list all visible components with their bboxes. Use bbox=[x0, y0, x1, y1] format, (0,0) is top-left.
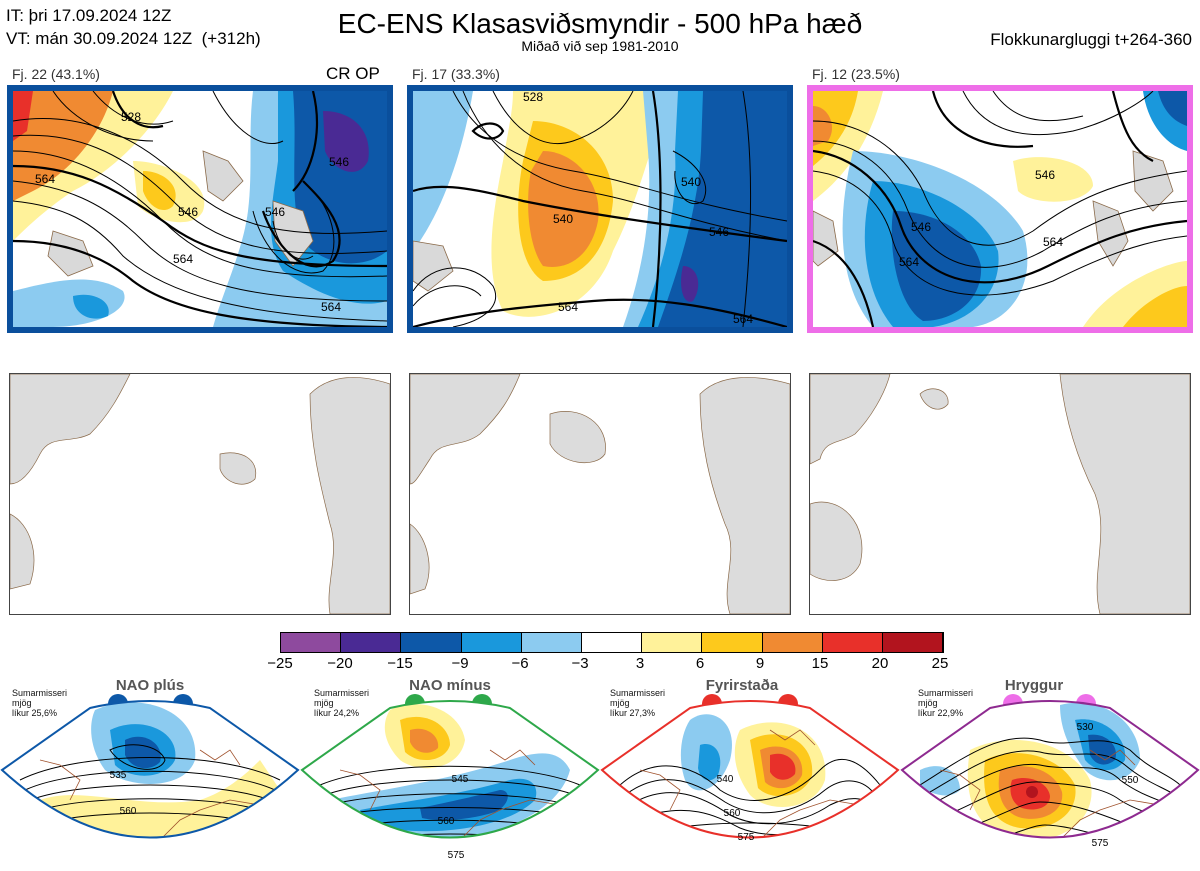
colorbar bbox=[280, 632, 944, 653]
cluster-1-tag: CR OP bbox=[326, 64, 380, 83]
page-title: EC-ENS Klasasviðsmyndir - 500 hPa hæð bbox=[337, 8, 863, 39]
contour-label: 564 bbox=[733, 312, 753, 326]
colorbar-tick: −25 bbox=[267, 655, 293, 672]
contour-label: 535 bbox=[110, 770, 127, 781]
contour-label: 550 bbox=[1122, 775, 1139, 786]
cluster-3-label: Fj. 12 (23.5%) bbox=[812, 66, 900, 82]
regime-1-note: Sumarmisseri mjög líkur 25,6% bbox=[12, 688, 68, 718]
contour-label: 564 bbox=[321, 300, 341, 314]
colorbar-tick: 9 bbox=[755, 655, 765, 672]
contour-label: 546 bbox=[178, 205, 198, 219]
colorbar-swatch bbox=[642, 633, 703, 652]
regime-map-ridge: 530 550 575 bbox=[900, 690, 1200, 870]
regime-3-note: Sumarmisseri mjög líkur 27,3% bbox=[610, 688, 666, 718]
contour-label: 545 bbox=[452, 774, 469, 785]
cluster-2-label: Fj. 17 (33.3%) bbox=[412, 66, 500, 82]
colorbar-swatch bbox=[882, 633, 944, 652]
colorbar-tick: −20 bbox=[327, 655, 353, 672]
contour-label: 546 bbox=[265, 205, 285, 219]
colorbar-swatch bbox=[702, 633, 763, 652]
colorbar-tick: 20 bbox=[871, 655, 889, 672]
base-map-2 bbox=[409, 373, 791, 615]
colorbar-swatch bbox=[581, 633, 643, 652]
colorbar-swatch bbox=[461, 633, 522, 652]
colorbar-tick: 6 bbox=[695, 655, 705, 672]
colorbar-tick: 15 bbox=[811, 655, 829, 672]
colorbar-swatch bbox=[762, 633, 823, 652]
base-map-1 bbox=[9, 373, 391, 615]
contour-label: 575 bbox=[448, 850, 465, 861]
colorbar-tick: −3 bbox=[571, 655, 589, 672]
colorbar-swatch bbox=[341, 633, 402, 652]
contour-label: 564 bbox=[899, 255, 919, 269]
regime-map-nao-plus: 535 560 bbox=[0, 690, 300, 870]
regime-3-name: Fyrirstaða bbox=[705, 677, 779, 694]
contour-label: 546 bbox=[709, 225, 729, 239]
contour-label: 540 bbox=[717, 774, 734, 785]
colorbar-swatch bbox=[822, 633, 883, 652]
contour-label: 564 bbox=[173, 252, 193, 266]
colorbar-swatch bbox=[401, 633, 462, 652]
regime-2-name: NAO mínus bbox=[409, 677, 491, 694]
contour-label: 575 bbox=[1092, 838, 1109, 849]
cluster-map-1: 564 528 546 546 546 564 564 bbox=[7, 85, 393, 333]
colorbar-swatch bbox=[281, 633, 342, 652]
colorbar-swatch bbox=[521, 633, 582, 652]
contour-label: 546 bbox=[329, 155, 349, 169]
contour-label: 560 bbox=[724, 808, 741, 819]
regime-map-nao-minus: 545 560 575 bbox=[300, 690, 600, 870]
contour-label: 560 bbox=[438, 816, 455, 827]
cluster-map-2: 540 546 528 540 564 564 bbox=[407, 85, 793, 333]
contour-label: 540 bbox=[681, 175, 701, 189]
contour-label: 564 bbox=[35, 172, 55, 186]
regime-1-name: NAO plús bbox=[115, 677, 185, 694]
colorbar-tick: 3 bbox=[635, 655, 645, 672]
regime-map-blocking: 540 560 575 bbox=[600, 690, 900, 870]
contour-label: 575 bbox=[738, 832, 755, 843]
contour-label: 564 bbox=[1043, 235, 1063, 249]
colorbar-ticks: −25 −20 −15 −9 −6 −3 3 6 9 15 20 25 bbox=[260, 655, 960, 675]
colorbar-tick: −9 bbox=[451, 655, 469, 672]
init-time: IT: þri 17.09.2024 12Z bbox=[6, 6, 172, 25]
contour-label: 564 bbox=[558, 300, 578, 314]
contour-label: 546 bbox=[911, 220, 931, 234]
page-subtitle: Miðað við sep 1981-2010 bbox=[521, 38, 679, 54]
colorbar-tick: −15 bbox=[387, 655, 413, 672]
base-map-3 bbox=[809, 373, 1191, 615]
contour-label: 528 bbox=[121, 110, 141, 124]
header-times: IT: þri 17.09.2024 12Z VT: mán 30.09.202… bbox=[6, 4, 261, 50]
regime-2-note: Sumarmisseri mjög líkur 24,2% bbox=[314, 688, 370, 718]
clustering-window: Flokkunargluggi t+264-360 bbox=[990, 30, 1192, 49]
cluster-map-3: 546 546 564 564 bbox=[807, 85, 1193, 333]
contour-label: 560 bbox=[120, 806, 137, 817]
regime-4-note: Sumarmisseri mjög líkur 22,9% bbox=[918, 688, 974, 718]
regime-4-name: Hryggur bbox=[1004, 677, 1064, 694]
contour-label: 530 bbox=[1077, 722, 1094, 733]
contour-label: 528 bbox=[523, 91, 543, 104]
valid-time: VT: mán 30.09.2024 12Z (+312h) bbox=[6, 29, 261, 48]
contour-label: 546 bbox=[1035, 168, 1055, 182]
colorbar-tick: −6 bbox=[511, 655, 529, 672]
contour-label: 540 bbox=[553, 212, 573, 226]
colorbar-tick: 25 bbox=[931, 655, 949, 672]
cluster-1-label: Fj. 22 (43.1%) bbox=[12, 66, 100, 82]
